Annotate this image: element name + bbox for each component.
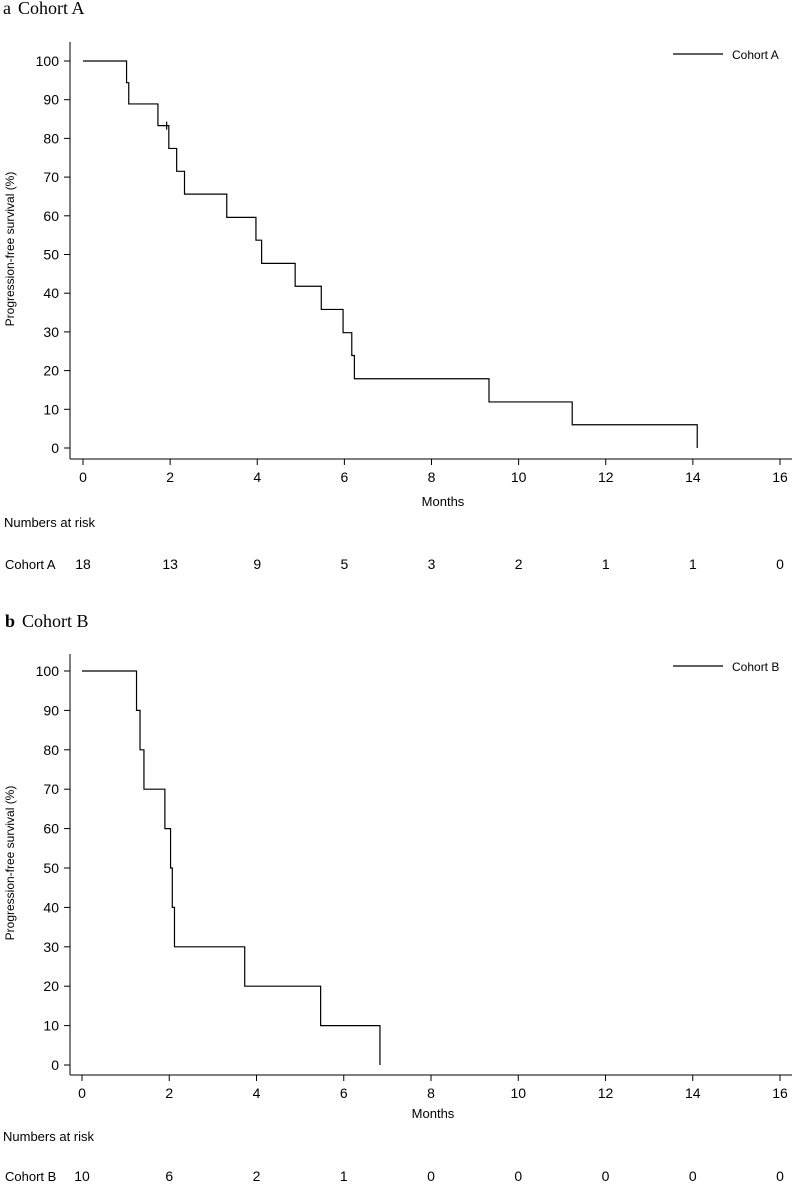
panel-a-letter: a [3, 0, 11, 18]
x-tick-label-a: 6 [340, 469, 348, 485]
x-tick-label-b: 8 [427, 1085, 435, 1101]
risk-count-b: 10 [74, 1168, 90, 1184]
x-tick-label-b: 0 [78, 1085, 86, 1101]
y-axis-label-a: Progression-free survival (%) [3, 172, 17, 327]
y-tick-label-b: 60 [43, 821, 59, 837]
risk-heading-b: Numbers at risk [3, 1129, 95, 1144]
panel-a-title: a Cohort A [3, 0, 85, 18]
risk-row-label-a: Cohort A [5, 557, 56, 572]
legend-label-b: Cohort B [732, 660, 779, 674]
x-tick-label-a: 10 [511, 469, 527, 485]
y-tick-label-b: 90 [43, 702, 59, 718]
risk-count-a: 13 [162, 556, 178, 572]
x-tick-label-b: 10 [510, 1085, 526, 1101]
y-tick-label-a: 50 [43, 247, 59, 263]
y-tick-label-b: 0 [51, 1057, 59, 1073]
risk-table-a: 18 13 9 5 3 2 1 1 0 [75, 556, 784, 572]
y-tick-label-a: 10 [43, 401, 59, 417]
y-tick-label-b: 100 [36, 663, 60, 679]
risk-count-b: 2 [253, 1168, 261, 1184]
y-tick-label-a: 20 [43, 363, 59, 379]
x-tick-label-b: 12 [598, 1085, 614, 1101]
y-tick-label-b: 70 [43, 781, 59, 797]
x-tick-label-a: 2 [166, 469, 174, 485]
risk-count-a: 5 [340, 556, 348, 572]
panel-b-title: b Cohort B [5, 611, 89, 631]
risk-count-b: 0 [776, 1168, 784, 1184]
survival-curve-b [82, 670, 381, 1065]
risk-count-a: 18 [75, 556, 91, 572]
y-tick-label-a: 40 [43, 285, 59, 301]
plot-area-a: 0 10 20 30 40 50 60 70 80 90 100 0 2 4 6 8 10 12 14 16 [36, 42, 792, 485]
risk-count-a: 9 [253, 556, 261, 572]
y-tick-label-a: 80 [43, 130, 59, 146]
x-tick-label-b: 6 [340, 1085, 348, 1101]
risk-count-a: 1 [602, 556, 610, 572]
risk-row-label-b: Cohort B [5, 1169, 56, 1184]
plot-area-b: 0 10 20 30 40 50 60 70 80 90 100 0 2 4 6 8 10 12 14 16 [36, 654, 792, 1101]
y-tick-label-a: 30 [43, 324, 59, 340]
x-tick-label-b: 4 [253, 1085, 261, 1101]
panel-a-title-text: Cohort A [18, 0, 85, 18]
y-tick-label-a: 60 [43, 208, 59, 224]
risk-count-b: 6 [165, 1168, 173, 1184]
y-tick-label-b: 30 [43, 939, 59, 955]
x-tick-label-b: 16 [772, 1085, 788, 1101]
risk-count-a: 0 [776, 556, 784, 572]
risk-count-b: 0 [427, 1168, 435, 1184]
y-tick-label-b: 20 [43, 978, 59, 994]
y-tick-label-a: 100 [36, 53, 60, 69]
x-tick-label-a: 4 [253, 469, 261, 485]
y-tick-label-a: 70 [43, 169, 59, 185]
y-tick-label-a: 90 [43, 92, 59, 108]
y-tick-label-a: 0 [51, 440, 59, 456]
y-tick-label-b: 40 [43, 899, 59, 915]
risk-count-a: 2 [515, 556, 523, 572]
y-tick-label-b: 50 [43, 860, 59, 876]
panel-b-letter: b [5, 611, 15, 631]
x-tick-label-a: 12 [598, 469, 614, 485]
x-tick-label-a: 0 [79, 469, 87, 485]
risk-count-b: 1 [340, 1168, 348, 1184]
x-axis-label-a: Months [422, 494, 465, 509]
x-tick-label-a: 8 [428, 469, 436, 485]
panel-b-title-text: Cohort B [22, 611, 89, 631]
x-tick-label-b: 2 [165, 1085, 173, 1101]
y-tick-label-b: 80 [43, 742, 59, 758]
risk-table-b: 10 6 2 1 0 0 0 0 0 [74, 1168, 784, 1184]
y-axis-label-b: Progression-free survival (%) [3, 786, 17, 941]
risk-heading-a: Numbers at risk [4, 515, 96, 530]
x-tick-label-a: 16 [772, 469, 788, 485]
x-tick-label-a: 14 [685, 469, 701, 485]
y-tick-label-b: 10 [43, 1018, 59, 1034]
survival-curve-a [83, 60, 698, 448]
risk-count-b: 0 [514, 1168, 522, 1184]
risk-count-a: 1 [689, 556, 697, 572]
x-tick-label-b: 14 [685, 1085, 701, 1101]
risk-count-a: 3 [428, 556, 436, 572]
x-axis-label-b: Months [412, 1106, 455, 1121]
risk-count-b: 0 [689, 1168, 697, 1184]
risk-count-b: 0 [602, 1168, 610, 1184]
legend-label-a: Cohort A [732, 48, 779, 62]
